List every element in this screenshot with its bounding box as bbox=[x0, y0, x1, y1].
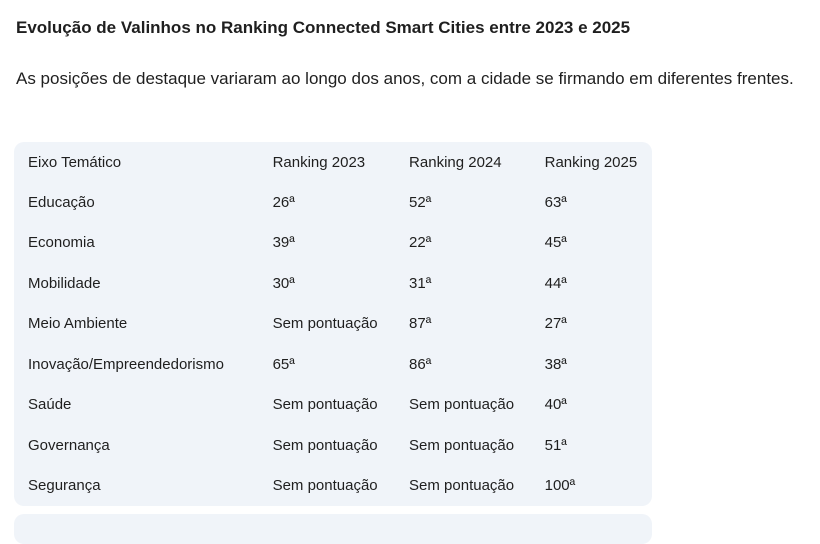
table-row: Saúde Sem pontuação Sem pontuação 40ª bbox=[14, 385, 652, 426]
cell-2024: Sem pontuação bbox=[409, 477, 515, 495]
cell-2023: 26ª bbox=[272, 193, 295, 211]
cell-2023: 65ª bbox=[272, 355, 295, 373]
cell-eixo: Saúde bbox=[28, 396, 72, 414]
table-row: Segurança Sem pontuação Sem pontuação 10… bbox=[14, 466, 652, 507]
cell-2025: 100ª bbox=[544, 477, 576, 495]
cell-2023: 30ª bbox=[272, 274, 295, 292]
header-ranking-2023: Ranking 2023 bbox=[272, 153, 366, 171]
cell-eixo: Segurança bbox=[28, 477, 101, 495]
cell-2024: 31ª bbox=[409, 274, 432, 292]
table-row: Economia 39ª 22ª 45ª bbox=[14, 223, 652, 264]
table-row: Governança Sem pontuação Sem pontuação 5… bbox=[14, 425, 652, 466]
cell-2024: Sem pontuação bbox=[409, 396, 515, 414]
cell-2025: 40ª bbox=[544, 396, 567, 414]
ranking-table-card: Eixo Temático Ranking 2023 Ranking 2024 … bbox=[14, 142, 652, 506]
table-row: Mobilidade 30ª 31ª 44ª bbox=[14, 263, 652, 304]
cell-eixo: Governança bbox=[28, 436, 110, 454]
cell-2023: Sem pontuação bbox=[272, 396, 378, 414]
cell-eixo: Inovação/Empreendedorismo bbox=[28, 355, 224, 373]
cell-2025: 44ª bbox=[544, 274, 567, 292]
next-block-card bbox=[14, 514, 652, 544]
cell-2024: Sem pontuação bbox=[409, 436, 515, 454]
ranking-table: Eixo Temático Ranking 2023 Ranking 2024 … bbox=[14, 142, 652, 506]
page-title: Evolução de Valinhos no Ranking Connecte… bbox=[16, 18, 631, 37]
cell-eixo: Educação bbox=[28, 193, 95, 211]
cell-2025: 63ª bbox=[544, 193, 567, 211]
cell-2023: Sem pontuação bbox=[272, 436, 378, 454]
header-ranking-2024: Ranking 2024 bbox=[409, 153, 502, 171]
cell-2024: 87ª bbox=[409, 315, 432, 333]
cell-2025: 45ª bbox=[544, 234, 567, 252]
cell-2024: 52ª bbox=[409, 193, 432, 211]
cell-eixo: Economia bbox=[28, 234, 95, 252]
cell-2023: Sem pontuação bbox=[272, 315, 378, 333]
table-row: Educação 26ª 52ª 63ª bbox=[14, 182, 652, 223]
cell-eixo: Mobilidade bbox=[28, 274, 101, 292]
cell-2025: 51ª bbox=[544, 436, 567, 454]
cell-2023: 39ª bbox=[272, 234, 295, 252]
cell-2024: 22ª bbox=[409, 234, 432, 252]
cell-2024: 86ª bbox=[409, 355, 432, 373]
cell-2025: 27ª bbox=[544, 315, 567, 333]
table-row: Meio Ambiente Sem pontuação 87ª 27ª bbox=[14, 304, 652, 345]
cell-eixo: Meio Ambiente bbox=[28, 315, 128, 333]
table-row: Inovação/Empreendedorismo 65ª 86ª 38ª bbox=[14, 344, 652, 385]
header-eixo-tematico: Eixo Temático bbox=[28, 153, 122, 171]
cell-2023: Sem pontuação bbox=[272, 477, 378, 495]
header-ranking-2025: Ranking 2025 bbox=[544, 153, 638, 171]
table-header-row: Eixo Temático Ranking 2023 Ranking 2024 … bbox=[14, 142, 652, 182]
intro-paragraph: As posições de destaque variaram ao long… bbox=[16, 69, 794, 88]
cell-2025: 38ª bbox=[544, 355, 567, 373]
